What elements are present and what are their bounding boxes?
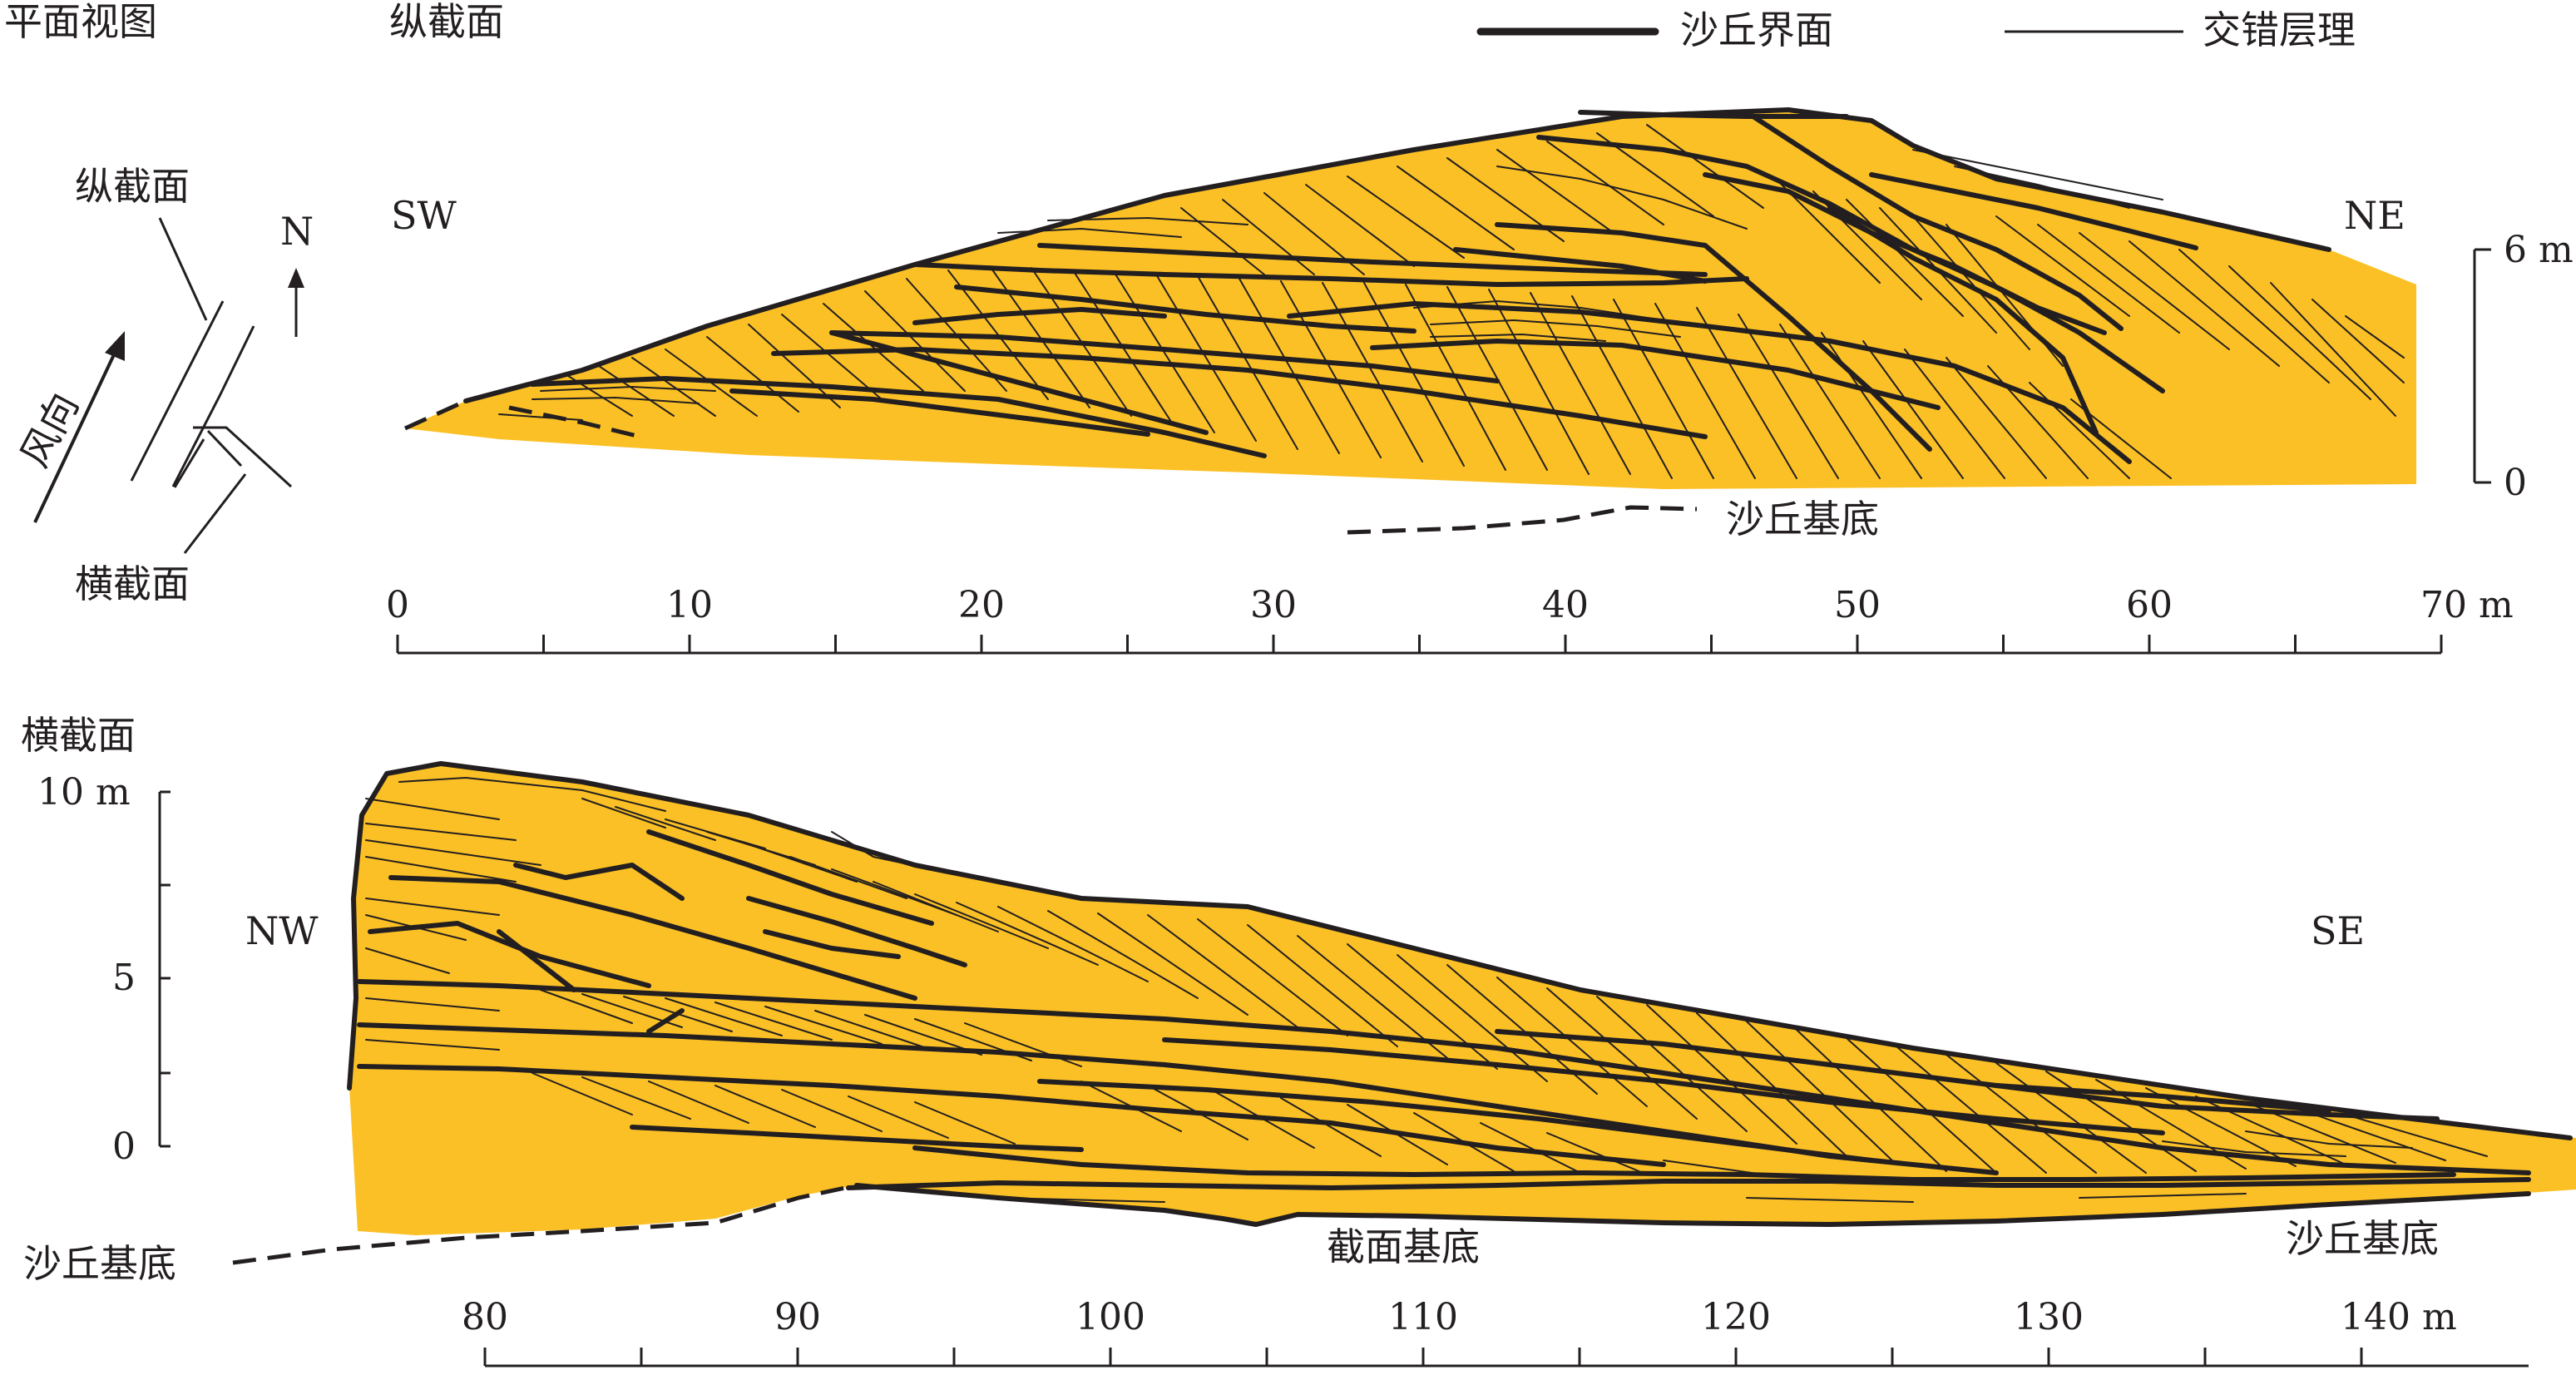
plan-wind-arrow-shaft	[33, 349, 118, 523]
plan-view: 平面视图 纵截面 N 风向 横截面	[4, 0, 314, 606]
longitudinal-axis-tick-label: 40	[1542, 584, 1589, 626]
legend: 沙丘界面 交错层理	[1476, 7, 2356, 52]
plan-transverse-label: 横截面	[75, 561, 190, 606]
longitudinal-dune-body	[405, 110, 2416, 489]
transverse-top-surface	[347, 761, 2573, 1140]
longitudinal-vertical-scale: 6 m 0	[2473, 229, 2574, 504]
transverse-title: 横截面	[21, 713, 136, 758]
transverse-axis-tick-label: 80	[462, 1296, 508, 1338]
longitudinal-axis-tick-label: 10	[666, 584, 713, 626]
transverse-base-mid-label: 截面基底	[1327, 1224, 1480, 1269]
transverse-axis-tick-label: 100	[1075, 1296, 1145, 1338]
longitudinal-axis-tick-label: 50	[1834, 584, 1881, 626]
longitudinal-top-surface	[463, 107, 2331, 403]
transverse-scale-0: 0	[112, 1125, 136, 1168]
plan-transverse-leader	[183, 473, 247, 554]
north-arrow-icon	[288, 268, 304, 288]
longitudinal-axis-tick-label: 60	[2126, 584, 2173, 626]
longitudinal-axis-tick-label: 70 m	[2420, 584, 2514, 626]
longitudinal-base-label: 沙丘基底	[1726, 497, 1879, 542]
longitudinal-base-dashed	[1347, 505, 1698, 535]
plan-view-title: 平面视图	[4, 0, 157, 44]
longitudinal-horizontal-axis: 0 10 20 30 40 50 60 70 m	[386, 584, 2514, 655]
transverse-axis-tick-label: 120	[1701, 1296, 1771, 1338]
plan-longitudinal-leader	[158, 217, 208, 321]
transverse-bottom-surface	[854, 1183, 2531, 1227]
longitudinal-sw-label: SW	[391, 193, 457, 238]
transverse-dune-body	[349, 764, 2576, 1235]
transverse-se-label: SE	[2311, 908, 2365, 953]
longitudinal-ne-label: NE	[2344, 193, 2405, 238]
longitudinal-scale-top: 6 m	[2504, 229, 2574, 271]
wind-arrow-icon	[105, 331, 125, 361]
transverse-section: 横截面	[21, 713, 2576, 1368]
longitudinal-title: 纵截面	[389, 0, 504, 44]
plan-dune-outline	[130, 300, 293, 488]
longitudinal-dashed-inner	[508, 405, 641, 439]
transverse-dashed-base	[232, 1183, 858, 1265]
plan-north-label: N	[280, 209, 314, 254]
transverse-axis-tick-label: 140 m	[2341, 1296, 2457, 1338]
transverse-axis-tick-label: 110	[1388, 1296, 1458, 1338]
plan-longitudinal-label: 纵截面	[75, 164, 190, 209]
longitudinal-axis-tick-label: 20	[958, 584, 1005, 626]
transverse-nw-label: NW	[245, 908, 319, 953]
transverse-scale-10: 10 m	[37, 771, 131, 814]
transverse-horizontal-axis: 80 90 100 110 120 130 140 m	[462, 1296, 2529, 1368]
transverse-axis-tick-label: 130	[2014, 1296, 2084, 1338]
longitudinal-cross-bedding	[498, 124, 2405, 479]
transverse-cross-bedding	[365, 776, 2488, 1203]
legend-cross-bedding-label: 交错层理	[2203, 7, 2356, 52]
legend-dune-boundary-label: 沙丘界面	[1680, 7, 1833, 52]
transverse-axis-tick-label: 90	[774, 1296, 821, 1338]
longitudinal-section: 纵截面	[386, 0, 2574, 655]
transverse-scale-5: 5	[112, 957, 136, 999]
longitudinal-axis-tick-label: 0	[386, 584, 409, 626]
transverse-base-left-label: 沙丘基底	[23, 1241, 176, 1286]
longitudinal-axis-tick-label: 30	[1250, 584, 1297, 626]
longitudinal-dashed-left	[403, 398, 467, 431]
transverse-base-right-label: 沙丘基底	[2286, 1216, 2439, 1261]
plan-wind-label: 风向	[12, 386, 87, 475]
transverse-vertical-scale: 10 m 5 0	[37, 771, 171, 1168]
longitudinal-scale-bottom: 0	[2504, 462, 2527, 504]
